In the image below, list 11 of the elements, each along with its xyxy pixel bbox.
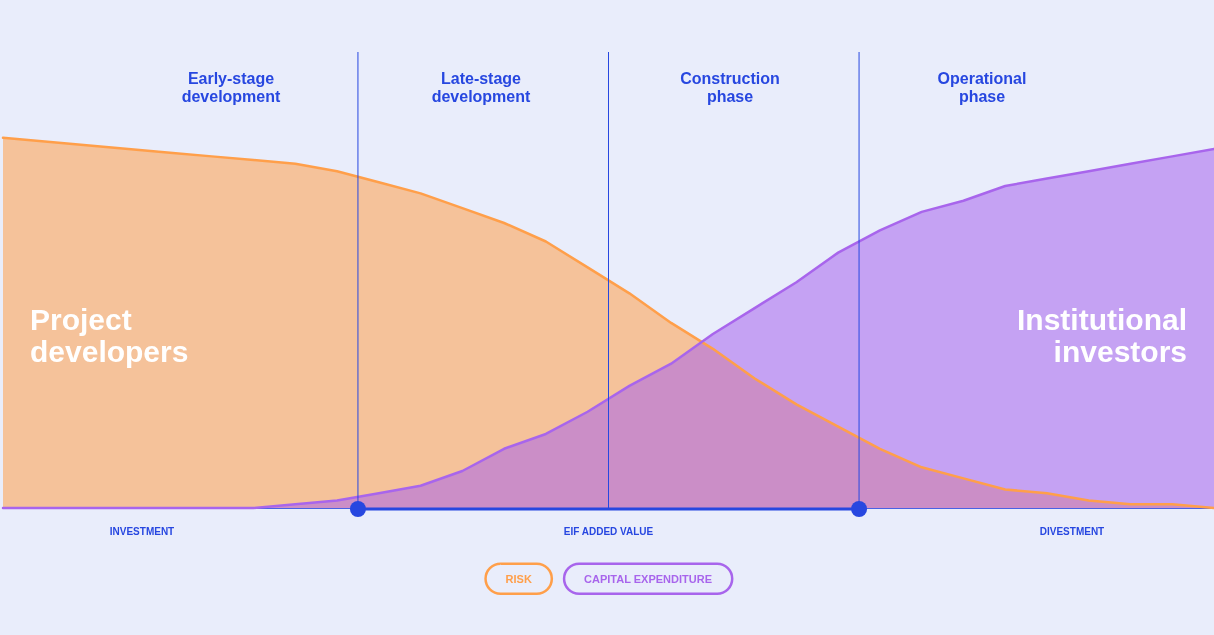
text: DIVESTMENT [1039, 525, 1105, 537]
text: Operational phase [937, 69, 1027, 105]
annotation: Project developers [30, 302, 189, 368]
text: EIF ADDED VALUE [563, 525, 654, 537]
text: Early-stage development [181, 69, 282, 105]
text: INVESTMENT [109, 525, 175, 537]
annotation: Institutional investors [1017, 302, 1187, 368]
text: Construction phase [680, 69, 780, 105]
text: CAPITAL EXPENDITURE [584, 572, 713, 585]
text: RISK [505, 572, 532, 585]
text: Late-stage development [431, 69, 532, 105]
